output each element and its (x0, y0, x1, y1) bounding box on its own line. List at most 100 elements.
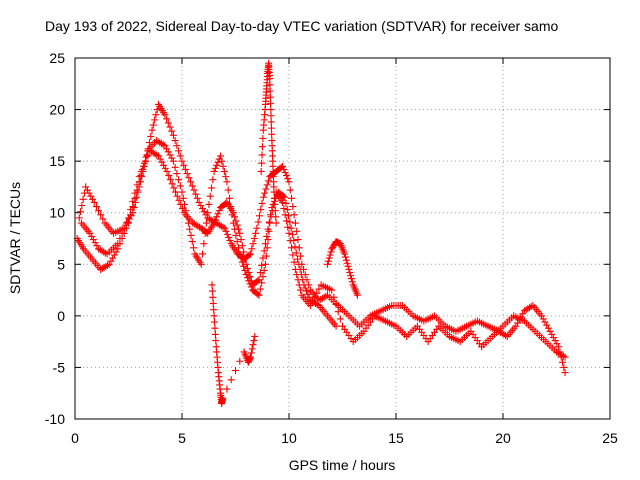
data-point (173, 192, 181, 200)
data-point (254, 218, 262, 226)
data-point (328, 286, 336, 294)
data-point (79, 195, 87, 203)
data-point (249, 341, 257, 349)
data-point (254, 290, 262, 298)
data-point (227, 376, 235, 384)
data-point (281, 193, 289, 201)
data-point (266, 81, 274, 89)
data-point (116, 235, 124, 242)
data-point (248, 345, 256, 353)
data-point (224, 186, 232, 194)
data-point (282, 172, 290, 180)
data-point (200, 208, 208, 216)
data-point (328, 245, 336, 253)
data-point (324, 257, 332, 265)
data-point (246, 353, 254, 361)
data-point (148, 126, 156, 134)
data-point (210, 219, 218, 227)
data-point (92, 203, 100, 211)
data-point (212, 337, 220, 345)
data-point (330, 242, 338, 250)
data-point (560, 363, 568, 371)
data-point (202, 219, 210, 227)
data-point (181, 165, 189, 173)
data-point (229, 209, 237, 217)
data-point (185, 174, 193, 182)
plot-frame (74, 57, 611, 420)
data-point (258, 261, 266, 269)
data-point (217, 152, 225, 160)
data-point (543, 321, 551, 329)
data-point (231, 213, 239, 221)
data-point (266, 93, 274, 101)
data-point (233, 221, 241, 229)
data-point (282, 217, 290, 225)
data-point (236, 250, 244, 258)
data-point (260, 247, 268, 255)
data-point (236, 357, 244, 365)
data-point (105, 260, 113, 268)
data-point (160, 161, 168, 169)
x-tick-label: 25 (602, 430, 618, 446)
data-point (208, 184, 216, 192)
data-point (248, 245, 256, 253)
data-point (326, 251, 334, 259)
data-point (285, 229, 293, 237)
data-point (169, 131, 177, 139)
data-point (233, 238, 241, 246)
data-point (245, 269, 253, 277)
data-point (101, 249, 109, 257)
data-point (234, 225, 242, 233)
data-point (142, 157, 150, 165)
y-tick-label: -10 (45, 411, 65, 427)
data-point (287, 224, 295, 232)
x-axis-label: GPS time / hours (289, 457, 396, 473)
data-point (172, 188, 180, 196)
y-tick-label: 5 (57, 256, 65, 272)
data-point (220, 167, 228, 175)
data-point (183, 170, 191, 178)
data-point (544, 324, 552, 332)
data-point (208, 281, 216, 289)
data-point (268, 204, 276, 212)
data-point (144, 152, 152, 160)
data-point (232, 367, 239, 375)
data-point (290, 211, 298, 219)
data-point (288, 194, 296, 202)
data-point (303, 287, 311, 295)
data-point (548, 330, 556, 338)
data-point (176, 182, 184, 190)
data-point (89, 236, 97, 244)
data-point (166, 151, 174, 159)
data-point (279, 162, 287, 170)
data-point (257, 206, 265, 214)
data-point (346, 269, 354, 277)
y-tick-label: 15 (49, 153, 65, 169)
data-point (177, 200, 185, 208)
data-point (214, 158, 222, 166)
data-point (296, 265, 304, 273)
data-point (258, 151, 266, 159)
data-point (197, 260, 205, 268)
data-point (527, 303, 535, 311)
data-point (261, 189, 269, 197)
data-point (211, 164, 219, 172)
data-point (254, 277, 262, 285)
data-point (272, 219, 280, 227)
data-point (226, 237, 234, 245)
data-point (133, 193, 141, 201)
data-point (176, 152, 184, 160)
data-point (289, 203, 297, 211)
data-point (124, 218, 132, 226)
data-point (324, 260, 332, 268)
data-point (221, 224, 229, 232)
data-point (284, 175, 292, 183)
data-point (272, 213, 280, 221)
data-point (127, 206, 135, 214)
data-point (292, 249, 300, 257)
data-point (226, 194, 234, 202)
data-point (347, 272, 355, 280)
data-point (253, 224, 261, 232)
data-point (293, 227, 301, 235)
